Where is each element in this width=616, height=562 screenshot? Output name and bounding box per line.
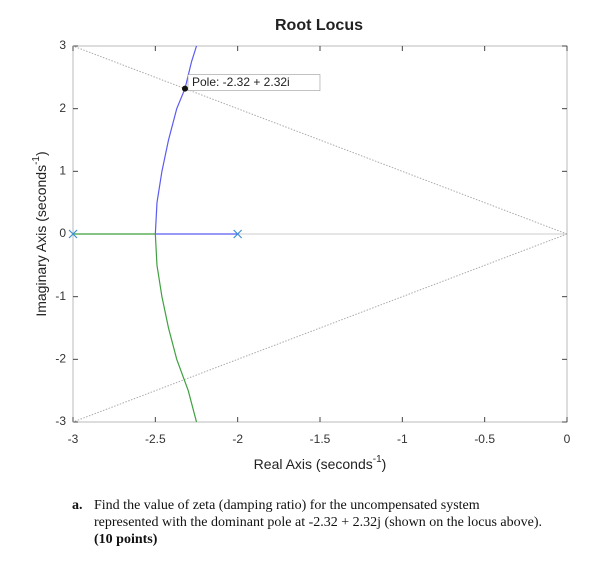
x-axis-label-text: Real Axis (seconds (254, 456, 373, 472)
damping-line (72, 45, 568, 235)
datatip-label: Pole: -2.32 + 2.32i (192, 75, 290, 89)
y-tick-label: 2 (59, 101, 66, 115)
chart-title: Root Locus (275, 17, 363, 34)
pole-marker (68, 229, 78, 239)
x-tick-label: -1.5 (310, 432, 331, 446)
y-tick-label: 3 (59, 38, 66, 52)
locus-branch (154, 45, 238, 235)
y-tick-label: 1 (59, 164, 66, 178)
y-tick-label: -1 (55, 289, 66, 303)
y-axis-label-end: ) (33, 151, 49, 156)
pole-marker (233, 229, 243, 239)
chart: Root Locus Real Axis (seconds-1) Imagina… (31, 17, 571, 472)
x-tick-label: 0 (564, 432, 571, 446)
y-axis-label-sup: -1 (31, 156, 42, 165)
x-tick-label: -0.5 (474, 432, 495, 446)
question-label: a. (72, 498, 83, 513)
y-axis-label-text: Imaginary Axis (seconds (33, 165, 49, 317)
y-tick-label: -2 (55, 352, 66, 366)
x-tick-label: -3 (68, 432, 79, 446)
locus-branch (73, 233, 198, 423)
question-text: Find the value of zeta (damping ratio) f… (94, 498, 543, 530)
damping-line (72, 233, 568, 423)
question: a. Find the value of zeta (damping ratio… (72, 497, 542, 548)
y-tick-label: -3 (55, 414, 66, 428)
y-tick-label: 0 (59, 226, 66, 240)
x-axis-label: Real Axis (seconds-1) (254, 454, 387, 472)
x-tick-label: -2 (232, 432, 243, 446)
x-tick-label: -1 (397, 432, 408, 446)
x-axis-label-sup: -1 (373, 454, 382, 465)
x-axis-label-end: ) (382, 456, 387, 472)
datatip-box (187, 74, 321, 91)
x-tick-label: -2.5 (145, 432, 166, 446)
datatip-point (181, 85, 188, 92)
question-body: Find the value of zeta (damping ratio) f… (94, 497, 542, 548)
question-points: (10 points) (94, 532, 158, 547)
y-axis-label: Imaginary Axis (seconds-1) (31, 151, 49, 316)
